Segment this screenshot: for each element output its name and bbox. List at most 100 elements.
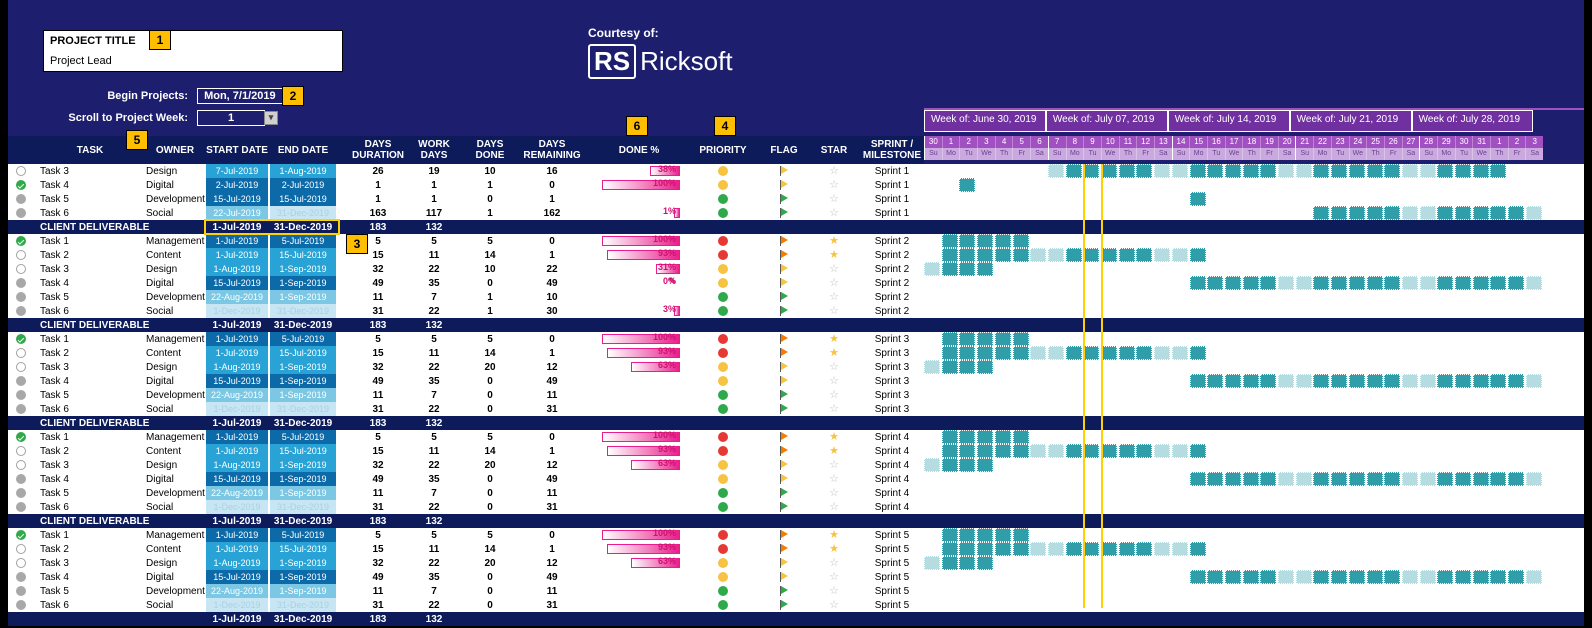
scroll-dropdown-icon[interactable]: ▾ — [264, 111, 278, 125]
gantt-cell — [1101, 444, 1117, 458]
task-row[interactable]: Task 4Digital15-Jul-20191-Sep-2019493504… — [8, 570, 1584, 584]
gantt-cell — [1420, 472, 1436, 486]
scroll-value[interactable]: 1 — [197, 110, 265, 126]
star-icon[interactable]: ☆ — [829, 166, 839, 176]
task-row[interactable]: Task 2Content1-Jul-201915-Jul-2019151114… — [8, 542, 1584, 556]
star-icon[interactable]: ☆ — [829, 502, 839, 512]
task-row[interactable]: Task 5Development22-Aug-20191-Sep-201911… — [8, 486, 1584, 500]
task-row[interactable]: Task 3Design1-Aug-20191-Sep-201932221022… — [8, 262, 1584, 276]
cell: Task 2 — [40, 346, 140, 360]
status-icon — [16, 488, 26, 498]
task-row[interactable]: Task 6Social1-Dec-201931-Dec-20193122130… — [8, 304, 1584, 318]
task-row[interactable]: Task 5Development15-Jul-201915-Jul-20191… — [8, 192, 1584, 206]
gantt-cell — [1136, 346, 1152, 360]
star-icon[interactable]: ☆ — [829, 264, 839, 274]
status-icon — [16, 180, 26, 190]
gantt-cell — [977, 346, 993, 360]
star-icon[interactable]: ☆ — [829, 488, 839, 498]
cell: Design — [146, 262, 204, 276]
task-row[interactable]: Task 4Digital15-Jul-20191-Sep-2019493504… — [8, 276, 1584, 290]
star-icon[interactable]: ☆ — [829, 180, 839, 190]
star-icon[interactable]: ☆ — [829, 404, 839, 414]
task-row[interactable]: Task 4Digital15-Jul-20191-Sep-2019493504… — [8, 374, 1584, 388]
star-icon[interactable]: ★ — [829, 250, 839, 260]
status-icon — [16, 600, 26, 610]
begin-value[interactable]: Mon, 7/1/2019 — [197, 88, 283, 104]
task-row[interactable]: Task 1Management1-Jul-20195-Jul-20195550… — [8, 234, 1584, 248]
gantt-cell — [1278, 374, 1294, 388]
star-icon[interactable]: ★ — [829, 348, 839, 358]
gantt-cell — [1473, 570, 1489, 584]
col-sprint: SPRINT / MILESTONE — [860, 136, 924, 164]
task-row[interactable]: Task 5Development22-Aug-20191-Sep-201911… — [8, 290, 1584, 304]
gantt-cell — [942, 444, 958, 458]
star-icon[interactable]: ★ — [829, 334, 839, 344]
task-row[interactable]: Task 4Digital2-Jul-20192-Jul-20191110100… — [8, 178, 1584, 192]
star-icon[interactable]: ☆ — [829, 600, 839, 610]
gantt-cell — [1473, 472, 1489, 486]
star-icon[interactable]: ☆ — [829, 194, 839, 204]
task-row[interactable]: Task 1Management1-Jul-20195-Jul-20195550… — [8, 430, 1584, 444]
task-row[interactable]: Task 3Design1-Aug-20191-Sep-201932222012… — [8, 458, 1584, 472]
star-icon[interactable]: ☆ — [829, 208, 839, 218]
task-row[interactable]: Task 4Digital15-Jul-20191-Sep-2019493504… — [8, 472, 1584, 486]
star-icon[interactable]: ★ — [829, 530, 839, 540]
task-row[interactable]: Task 2Content1-Jul-201915-Jul-2019151114… — [8, 346, 1584, 360]
gantt-cell — [1013, 234, 1029, 248]
star-icon[interactable]: ☆ — [829, 376, 839, 386]
star-icon[interactable]: ★ — [829, 446, 839, 456]
gantt-cell — [1508, 206, 1524, 220]
gantt-cell — [1402, 206, 1418, 220]
status-icon — [16, 432, 26, 442]
gantt-cell — [924, 360, 940, 374]
gantt-cell — [1367, 164, 1383, 178]
star-icon[interactable]: ★ — [829, 432, 839, 442]
star-icon[interactable]: ★ — [829, 236, 839, 246]
cell: Social — [146, 402, 204, 416]
gantt-cell — [1331, 472, 1347, 486]
star-icon[interactable]: ★ — [829, 544, 839, 554]
task-row[interactable]: Task 6Social22-Jul-201931-Dec-2019163117… — [8, 206, 1584, 220]
gantt-cell — [1066, 542, 1082, 556]
gantt-cell — [1119, 444, 1135, 458]
gantt-cell — [977, 542, 993, 556]
task-row[interactable]: Task 1Management1-Jul-20195-Jul-20195550… — [8, 332, 1584, 346]
gantt-cell — [1420, 374, 1436, 388]
star-icon[interactable]: ☆ — [829, 292, 839, 302]
col-rem: DAYS REMAINING — [518, 136, 586, 164]
star-icon[interactable]: ☆ — [829, 572, 839, 582]
task-row[interactable]: Task 2Content1-Jul-201915-Jul-2019151114… — [8, 444, 1584, 458]
task-row[interactable]: Task 3Design1-Aug-20191-Sep-201932222012… — [8, 556, 1584, 570]
task-row[interactable]: Task 3Design7-Jul-20191-Aug-201926191016… — [8, 164, 1584, 178]
task-row[interactable]: Task 3Design1-Aug-20191-Sep-201932222012… — [8, 360, 1584, 374]
gantt-cell — [1119, 164, 1135, 178]
gantt-cell — [1278, 472, 1294, 486]
star-icon[interactable]: ☆ — [829, 586, 839, 596]
star-icon[interactable]: ☆ — [829, 460, 839, 470]
priority-icon — [718, 292, 728, 302]
task-row[interactable]: Task 1Management1-Jul-20195-Jul-20195550… — [8, 528, 1584, 542]
star-icon[interactable]: ☆ — [829, 558, 839, 568]
star-icon[interactable]: ☆ — [829, 474, 839, 484]
task-row[interactable]: Task 6Social1-Dec-201931-Dec-20193122031… — [8, 598, 1584, 612]
section-header: CLIENT DELIVERABLE1-Jul-201931-Dec-20191… — [8, 220, 1584, 234]
gantt-cell — [1190, 570, 1206, 584]
task-row[interactable]: Task 6Social1-Dec-201931-Dec-20193122031… — [8, 402, 1584, 416]
star-icon[interactable]: ☆ — [829, 278, 839, 288]
cell: Social — [146, 500, 204, 514]
gantt-cell — [1349, 164, 1365, 178]
task-row[interactable]: Task 2Content1-Jul-201915-Jul-2019151114… — [8, 248, 1584, 262]
cell: Content — [146, 444, 204, 458]
task-row[interactable]: Task 6Social1-Dec-201931-Dec-20193122031… — [8, 500, 1584, 514]
gantt-cell — [1119, 248, 1135, 262]
task-row[interactable]: Task 5Development22-Aug-20191-Sep-201911… — [8, 388, 1584, 402]
flag-icon — [778, 180, 790, 190]
logo-name: Ricksoft — [640, 46, 732, 76]
star-icon[interactable]: ☆ — [829, 362, 839, 372]
gantt-cell — [959, 528, 975, 542]
gantt-cell — [959, 262, 975, 276]
star-icon[interactable]: ☆ — [829, 390, 839, 400]
star-icon[interactable]: ☆ — [829, 306, 839, 316]
status-icon — [16, 544, 26, 554]
task-row[interactable]: Task 5Development22-Aug-20191-Sep-201911… — [8, 584, 1584, 598]
